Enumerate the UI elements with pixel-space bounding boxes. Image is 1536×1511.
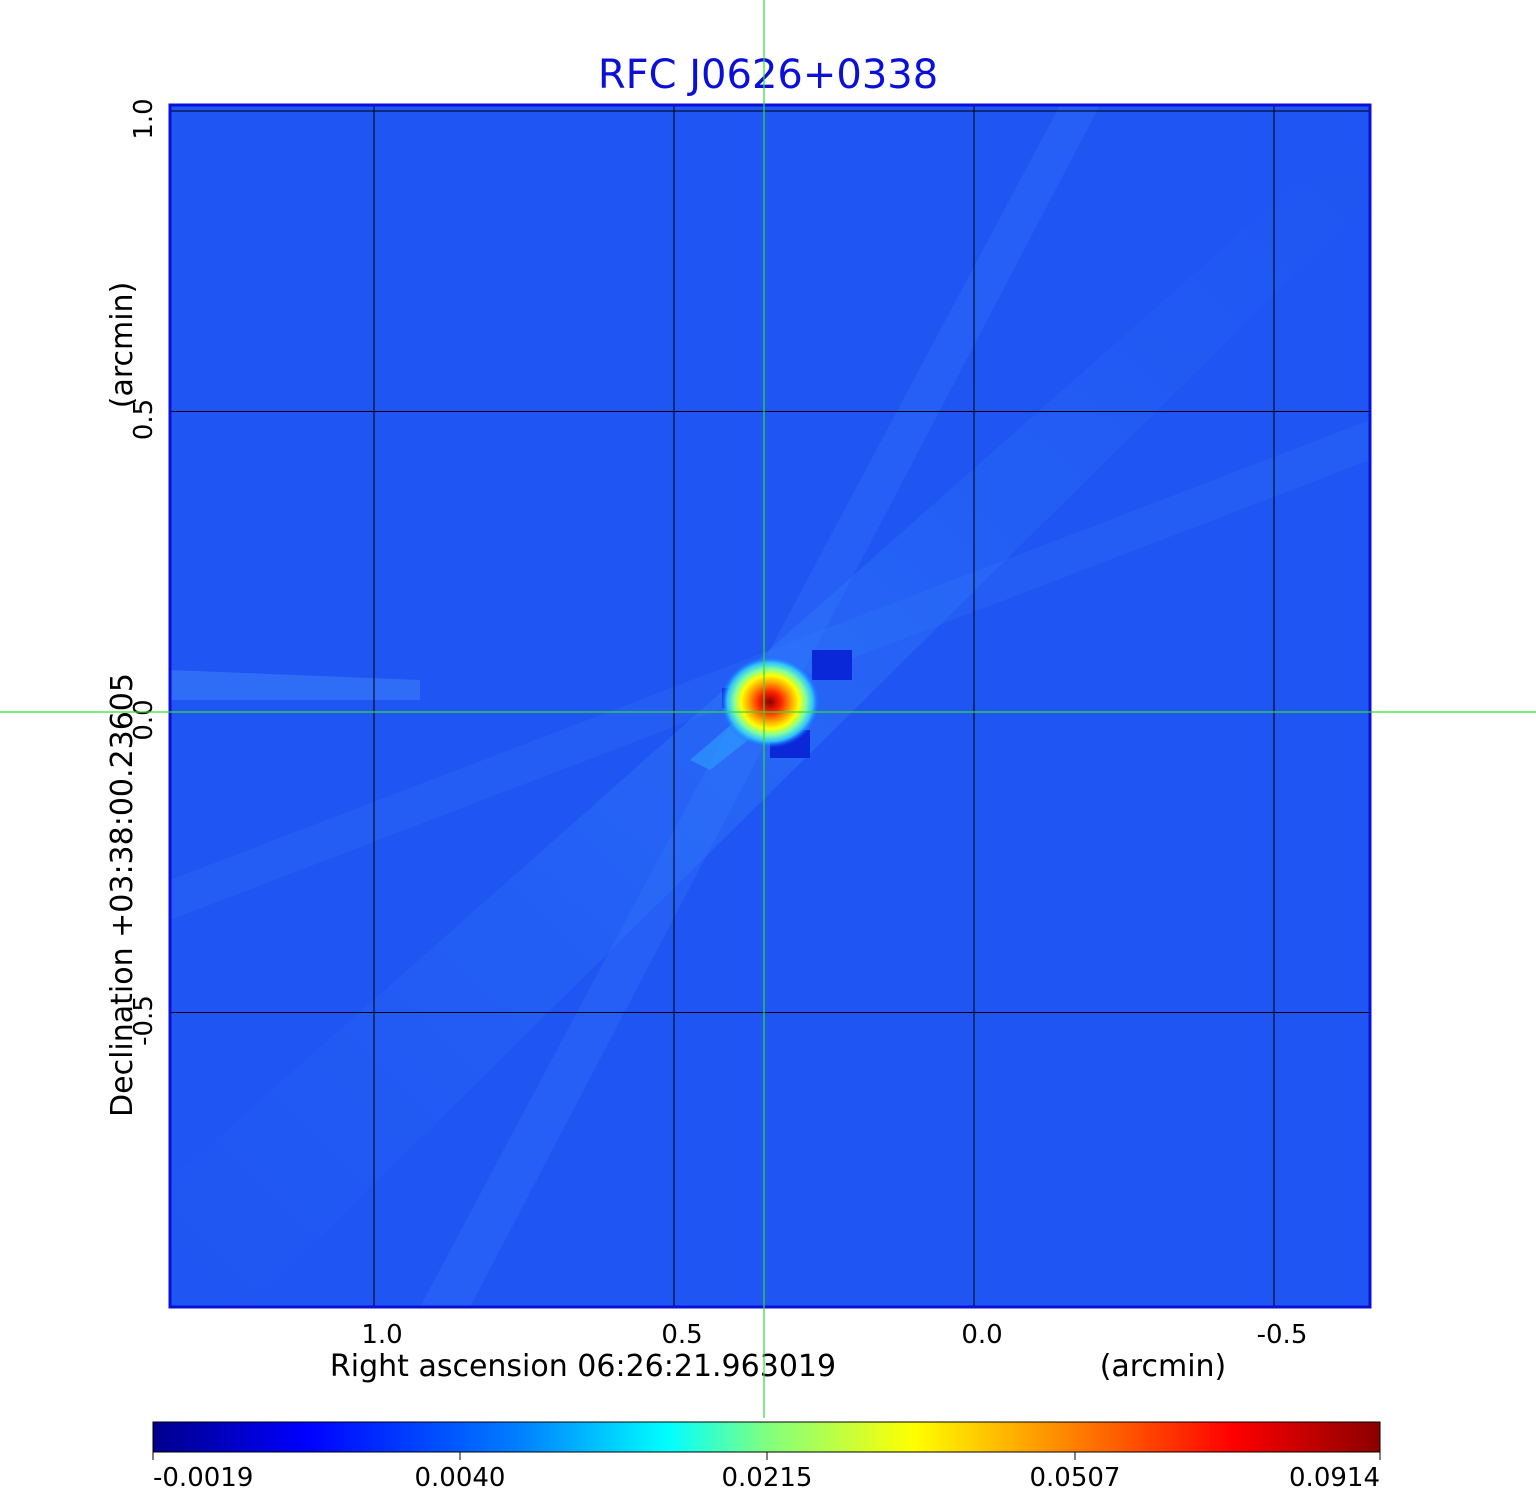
x-tick-labels: 1.0 0.5 0.0 -0.5 (361, 1320, 1307, 1350)
plot-frame (168, 103, 1372, 1309)
x-tick-label: 1.0 (361, 1320, 402, 1350)
y-axis-unit: (arcmin) (105, 282, 140, 409)
y-tick-label: 1.0 (129, 98, 159, 139)
colorbar-tick-label: 0.0040 (415, 1463, 506, 1493)
y-axis-label: Declination +03:38:00.23605 (105, 673, 140, 1117)
colorbar-tick-label: 0.0215 (722, 1463, 813, 1493)
x-axis-unit: (arcmin) (1100, 1349, 1227, 1384)
colorbar (152, 1421, 1381, 1453)
chart-title: RFC J0626+0338 (598, 52, 938, 98)
y-tick-labels: -0.5 0.0 0.5 1.0 (129, 98, 159, 1046)
x-axis-label: Right ascension 06:26:21.963019 (330, 1349, 836, 1384)
colorbar-tick-label: 0.0507 (1030, 1463, 1121, 1493)
colorbar-tick-labels: -0.0019 0.0040 0.0215 0.0507 0.0914 (152, 1452, 1381, 1493)
x-tick-label: 0.5 (661, 1320, 702, 1350)
colorbar-tick-label: 0.0914 (1289, 1463, 1380, 1493)
colorbar-tick-label: -0.0019 (153, 1463, 253, 1493)
x-tick-label: -0.5 (1257, 1320, 1308, 1350)
negative-lobe (812, 650, 852, 680)
crosshair (0, 0, 1536, 1418)
streak (170, 670, 420, 700)
x-tick-label: 0.0 (961, 1320, 1002, 1350)
source-features (720, 650, 852, 758)
y-tick-label: 0.5 (129, 399, 159, 440)
source-peak (720, 656, 820, 748)
heatmap-image (170, 105, 1370, 1307)
y-tick-label: 0.0 (129, 699, 159, 740)
y-tick-label: -0.5 (129, 995, 159, 1046)
